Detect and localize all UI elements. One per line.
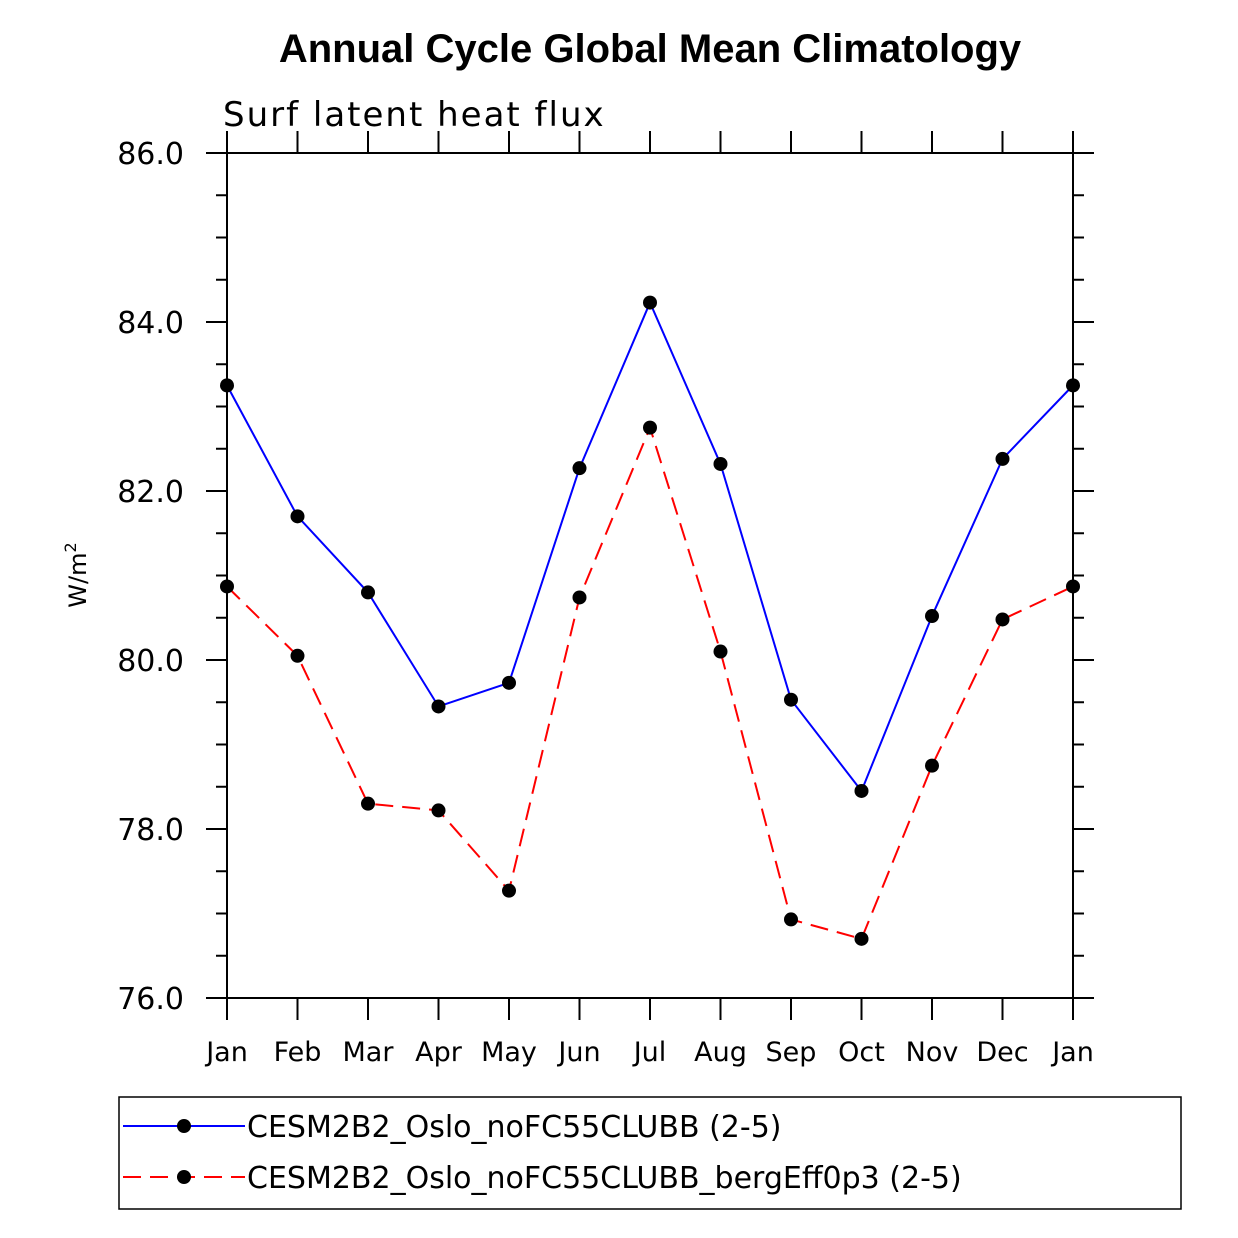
plot-frame xyxy=(226,152,1074,999)
y-axis-tick-labels: 76.0 78.0 80.0 82.0 84.0 86.0 xyxy=(117,137,184,1017)
legend: CESM2B2_Oslo_noFC55CLUBB (2-5) CESM2B2_O… xyxy=(118,1096,1182,1210)
series-1-point xyxy=(925,609,939,624)
series-1-point xyxy=(502,675,516,690)
series-2-point xyxy=(784,912,798,927)
y-tick-label: 84.0 xyxy=(117,306,184,341)
legend-label-series-2: CESM2B2_Oslo_noFC55CLUBB_bergEff0p3 (2-5… xyxy=(247,1161,962,1196)
series-2-point xyxy=(713,644,728,659)
series-1-point xyxy=(713,456,728,471)
series-2-point xyxy=(643,420,657,435)
x-tick-label: Mar xyxy=(343,1037,395,1068)
y-tick-label: 86.0 xyxy=(117,137,184,172)
series-1-point xyxy=(572,461,587,476)
series-1-point xyxy=(220,378,234,393)
series-line-2 xyxy=(226,424,1074,941)
legend-marker-series-2 xyxy=(177,1170,191,1184)
series-2-point xyxy=(925,758,939,773)
x-tick-label: Aug xyxy=(694,1037,747,1068)
series-2-point xyxy=(220,579,234,594)
x-tick-label: Nov xyxy=(906,1037,959,1068)
series-2-point xyxy=(361,796,375,811)
x-tick-label: Dec xyxy=(976,1037,1028,1068)
series-line-1 xyxy=(226,300,1074,793)
x-tick-label: Jul xyxy=(632,1037,667,1068)
x-tick-label: Oct xyxy=(838,1037,885,1068)
y-tick-label: 80.0 xyxy=(117,644,184,679)
x-tick-label: Feb xyxy=(274,1037,322,1068)
series-2-point xyxy=(572,590,587,605)
series-1-point xyxy=(290,509,305,524)
series-1-point xyxy=(1066,378,1080,393)
series-layer xyxy=(220,295,1080,946)
series-1-point xyxy=(854,783,869,798)
legend-marker-series-1 xyxy=(177,1119,191,1133)
series-1-point xyxy=(784,692,798,707)
axis-ticks xyxy=(206,131,1094,1020)
series-2-point xyxy=(290,648,305,663)
series-2-point xyxy=(502,883,516,898)
series-2-point xyxy=(995,612,1010,627)
x-tick-label: Sep xyxy=(766,1037,817,1068)
y-tick-label: 82.0 xyxy=(117,475,184,510)
x-tick-label: Apr xyxy=(415,1037,463,1068)
y-axis-label-superscript: 2 xyxy=(61,542,80,552)
x-tick-label: May xyxy=(481,1037,537,1068)
series-1-point xyxy=(995,451,1010,466)
x-tick-label: Jan xyxy=(1050,1037,1094,1068)
series-1-point xyxy=(643,295,657,310)
series-2-point xyxy=(854,931,869,946)
series-1-point xyxy=(361,585,375,600)
series-2-point xyxy=(1066,579,1080,594)
x-tick-label: Jun xyxy=(556,1037,600,1068)
series-1-point xyxy=(431,699,446,714)
chart-subtitle: Surf latent heat flux xyxy=(223,95,606,135)
x-tick-label: Jan xyxy=(204,1037,248,1068)
y-tick-label: 76.0 xyxy=(117,982,184,1017)
legend-label-series-1: CESM2B2_Oslo_noFC55CLUBB (2-5) xyxy=(247,1110,782,1145)
legend-box xyxy=(118,1096,1182,1210)
chart-title: Annual Cycle Global Mean Climatology xyxy=(279,27,1022,71)
x-axis-tick-labels: Jan Feb Mar Apr May Jun Jul Aug Sep Oct Nov Dec Jan xyxy=(204,1037,1094,1068)
y-tick-label: 78.0 xyxy=(117,813,184,848)
series-2-point xyxy=(431,803,446,818)
y-axis-label: W/m2 xyxy=(61,542,92,607)
